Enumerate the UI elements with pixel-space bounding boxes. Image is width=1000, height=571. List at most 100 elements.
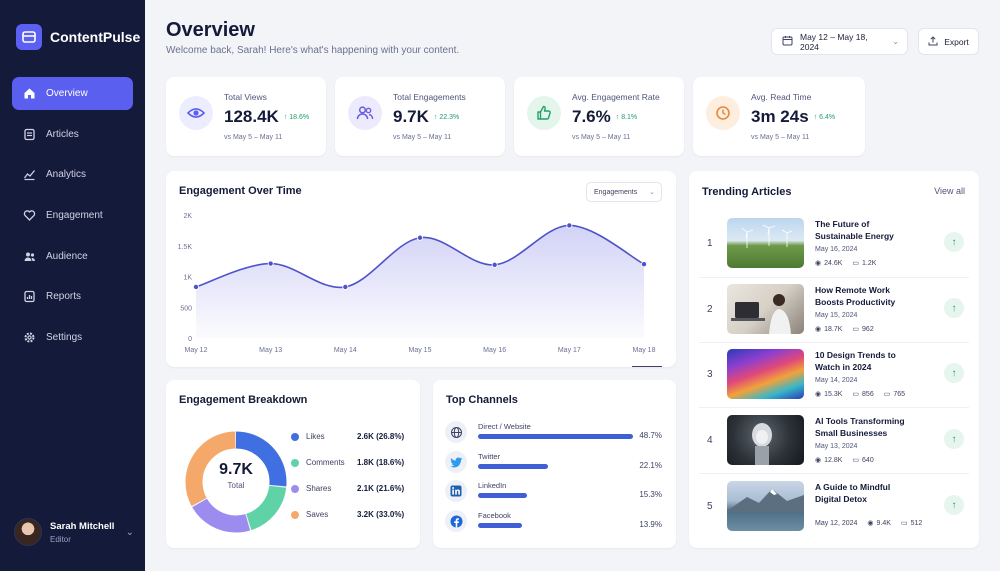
article-date: May 14, 2024 (815, 377, 858, 384)
trend-up-icon: ↑ (944, 298, 964, 318)
article-title: A Guide to Mindful Digital Detox (815, 482, 891, 504)
stat-compare: vs May 5 – May 11 (751, 134, 810, 141)
data-point[interactable] (640, 261, 647, 268)
user-role: Editor (50, 534, 71, 544)
article-views: 15.3K (824, 390, 843, 398)
sidebar: ContentPulse Overview Articles Analytics… (0, 0, 145, 571)
trend-up-icon: ↑ (944, 495, 964, 515)
comment-icon: ▭ (852, 260, 860, 267)
legend-comments: Comments (291, 458, 345, 467)
divider (699, 342, 969, 343)
data-point[interactable] (192, 283, 199, 290)
article-title: How Remote Work Boosts Productivity (815, 285, 896, 307)
legend-label: Shares (306, 484, 332, 493)
chart-scrollbar[interactable] (632, 366, 662, 367)
trending-article[interactable]: 5 A Guide to Mindful Digital Detox May 1… (699, 481, 969, 539)
trending-article[interactable]: 1 The Future of Sustainable Energy May 1… (699, 218, 969, 276)
article-stats: ◉ 18.7K ▭ 962 (815, 325, 874, 334)
article-rank: 5 (707, 501, 713, 512)
stat-label: Total Views (224, 92, 267, 102)
article-stats: ◉ 15.3K ▭ 856 ▭ 765 (815, 390, 905, 399)
data-point[interactable] (342, 283, 349, 290)
stat-label: Avg. Engagement Rate (572, 92, 660, 102)
date-range-label: May 12 – May 18, 2024 (800, 31, 868, 52)
stat-label: Avg. Read Time (751, 92, 812, 102)
data-point[interactable] (566, 222, 573, 229)
sidebar-item-audience[interactable]: Audience (12, 240, 133, 273)
sidebar-item-label: Overview (46, 88, 88, 99)
comment-icon: ▭ (900, 520, 908, 527)
eye-icon: ◉ (815, 457, 822, 464)
stat-card-engagement-rate: Avg. Engagement Rate 7.6% ↑ 8.1% vs May 5… (514, 77, 684, 156)
trending-article[interactable]: 3 10 Design Trends to Watch in 2024 May … (699, 349, 969, 407)
donut-slice-saves[interactable] (185, 431, 287, 533)
engagement-line-chart: 0 500 1K 1.5K 2K May 12 May 13 May 14 May 15 May … (178, 213, 662, 367)
sidebar-item-engagement[interactable]: Engagement (12, 199, 133, 232)
view-all-link[interactable]: View all (934, 186, 965, 196)
article-thumbnail-wind-farm (727, 218, 804, 268)
stat-value: 128.4K ↑ 18.6% (224, 107, 310, 126)
brand-name: ContentPulse (50, 29, 141, 45)
brand[interactable]: ContentPulse (16, 24, 140, 50)
eye-icon: ◉ (867, 520, 874, 527)
comment-icon: ▭ (852, 391, 860, 398)
article-comments: 856 (862, 390, 874, 398)
sidebar-item-label: Reports (46, 291, 82, 303)
sidebar-item-reports[interactable]: Reports (12, 280, 133, 313)
data-point[interactable] (491, 261, 498, 268)
x-tick-label: May 15 (409, 347, 432, 354)
channel-bar (478, 434, 633, 439)
eye-icon: ◉ (815, 260, 822, 267)
sidebar-nav: Overview Articles Analytics Engagement A… (12, 77, 133, 362)
article-date: May 12, 2024 (815, 519, 858, 527)
sidebar-item-label: Analytics (46, 169, 87, 181)
x-tick-label: May 14 (334, 347, 357, 354)
export-button[interactable]: Export (918, 28, 979, 55)
donut-slice-likes[interactable] (185, 431, 287, 533)
article-thumbnail-abstract-waves (727, 349, 804, 399)
y-tick-label: 0 (188, 336, 192, 343)
article-thumbnail-remote-work (727, 284, 804, 334)
sidebar-item-settings[interactable]: Settings (12, 321, 133, 354)
donut-slice-shares[interactable] (185, 431, 287, 533)
article-thumbnail-mountain-lake (727, 481, 804, 531)
trending-article[interactable]: 4 AI Tools Transforming Small Businesses… (699, 415, 969, 473)
legend-label: Comments (306, 458, 345, 467)
sidebar-item-label: Articles (46, 128, 79, 140)
analytics-icon (22, 168, 36, 182)
channel-name: Direct / Website (478, 422, 531, 431)
sidebar-item-overview[interactable]: Overview (12, 77, 133, 110)
x-tick-label: May 16 (483, 347, 506, 354)
stat-value: 9.7K ↑ 22.3% (393, 107, 460, 126)
stat-label: Total Engagements (393, 92, 466, 102)
y-tick-label: 500 (180, 305, 192, 312)
y-tick-label: 2K (183, 213, 192, 220)
stat-value: 3m 24s ↑ 6.4% (751, 107, 836, 126)
stat-compare: vs May 5 – May 11 (224, 134, 283, 141)
channel-name: Twitter (478, 452, 501, 461)
sidebar-item-articles[interactable]: Articles (12, 118, 133, 151)
article-title: AI Tools Transforming Small Businesses (815, 416, 905, 438)
user-name: Sarah Mitchell (50, 520, 115, 532)
user-profile[interactable]: Sarah Mitchell Editor ⌄ (14, 518, 134, 546)
article-rank: 3 (707, 369, 713, 380)
date-range-picker[interactable]: May 12 – May 18, 2024 ⌄ (771, 28, 908, 55)
stat-delta: ↑ 18.6% (283, 114, 310, 121)
article-date: May 15, 2024 (815, 312, 858, 319)
stat-compare: vs May 5 – May 11 (393, 134, 452, 141)
legend-likes: Likes (291, 432, 325, 441)
legend-value: 2.1K (21.6%) (357, 484, 405, 493)
metric-select[interactable]: Engagements ⌄ (586, 182, 662, 202)
x-tick-label: May 13 (259, 347, 282, 354)
chevron-down-icon: ⌄ (892, 37, 899, 46)
stat-value: 7.6% ↑ 8.1% (572, 107, 638, 126)
legend-label: Likes (306, 432, 325, 441)
top-channels-panel: Top Channels Direct / Website 48.7% Twit… (433, 380, 676, 548)
sidebar-item-analytics[interactable]: Analytics (12, 158, 133, 191)
trending-article[interactable]: 2 How Remote Work Boosts Productivity Ma… (699, 284, 969, 342)
stat-delta: ↑ 6.4% (813, 114, 836, 121)
article-comments: 512 (910, 519, 923, 527)
data-point[interactable] (416, 234, 423, 241)
chevron-down-icon[interactable]: ⌄ (125, 526, 134, 538)
data-point[interactable] (267, 260, 274, 267)
